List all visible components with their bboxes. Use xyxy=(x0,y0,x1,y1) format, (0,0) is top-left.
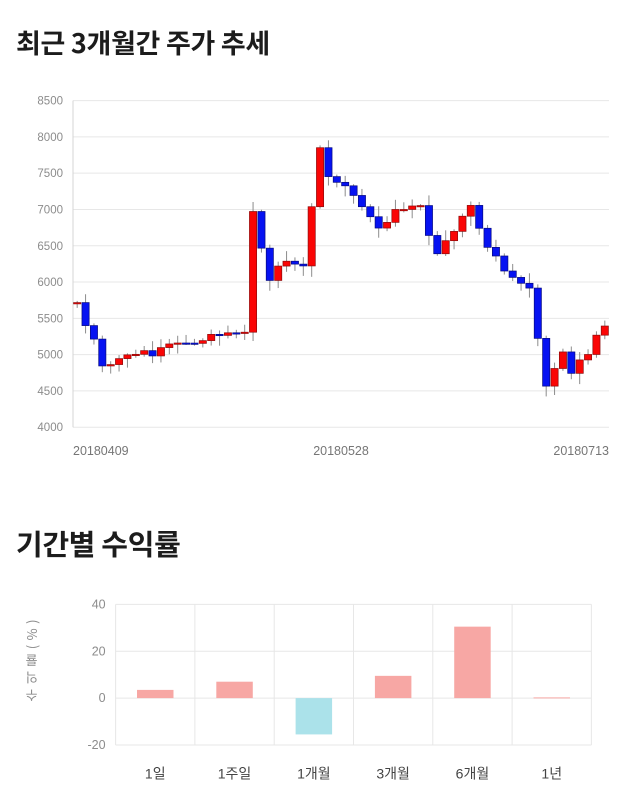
svg-text:20180713: 20180713 xyxy=(553,444,609,458)
svg-text:4500: 4500 xyxy=(37,386,63,398)
svg-text:1개월: 1개월 xyxy=(297,766,331,782)
svg-text:5000: 5000 xyxy=(37,350,63,362)
svg-text:1년: 1년 xyxy=(541,766,562,782)
svg-text:5500: 5500 xyxy=(37,313,63,325)
svg-text:6000: 6000 xyxy=(37,277,63,289)
svg-text:20180528: 20180528 xyxy=(313,444,369,458)
svg-text:20: 20 xyxy=(92,644,106,658)
svg-text:8000: 8000 xyxy=(37,132,63,144)
svg-text:1일: 1일 xyxy=(145,766,166,782)
svg-text:0: 0 xyxy=(99,691,106,705)
svg-text:40: 40 xyxy=(92,597,106,611)
svg-text:20180409: 20180409 xyxy=(73,444,129,458)
svg-text:6개월: 6개월 xyxy=(456,766,490,782)
svg-text:7000: 7000 xyxy=(37,204,63,216)
svg-text:8500: 8500 xyxy=(37,96,63,108)
svg-text:1주일: 1주일 xyxy=(218,766,252,782)
svg-text:6500: 6500 xyxy=(37,241,63,253)
svg-text:-20: -20 xyxy=(88,738,106,752)
svg-text:7500: 7500 xyxy=(37,168,63,180)
svg-text:4000: 4000 xyxy=(37,422,63,434)
svg-text:3개월: 3개월 xyxy=(376,766,410,782)
